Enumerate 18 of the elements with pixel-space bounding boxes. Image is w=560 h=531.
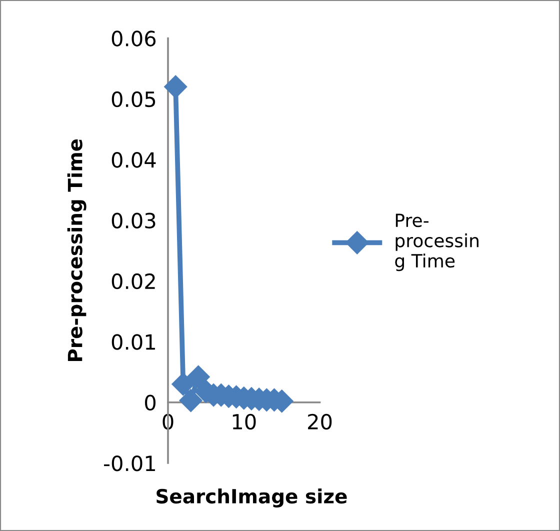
y-tick-label: 0.01: [112, 334, 155, 350]
point: [186, 365, 210, 388]
y-tick-label: 0.04: [112, 152, 156, 168]
point: [164, 75, 188, 98]
y-tick-label: 0.05: [112, 91, 156, 108]
x-axis-title: SearchImage size: [156, 488, 347, 508]
legend-label: Pre-processing Time: [395, 214, 478, 272]
y-tick-label: 0: [145, 394, 156, 411]
y-tick-label: 0.02: [112, 273, 155, 290]
point: [172, 372, 195, 396]
point: [179, 389, 202, 412]
x-tick-label: 20: [308, 414, 332, 430]
y-axis-title: Pre-processing Time: [67, 139, 86, 362]
x-tick-label: 0: [162, 414, 174, 430]
y-tick-label: 0.06: [112, 30, 156, 46]
y-tick-label: 0.03: [112, 212, 156, 228]
y-tick-label: -0.01: [104, 455, 155, 472]
x-tick-label: 10: [232, 414, 256, 430]
